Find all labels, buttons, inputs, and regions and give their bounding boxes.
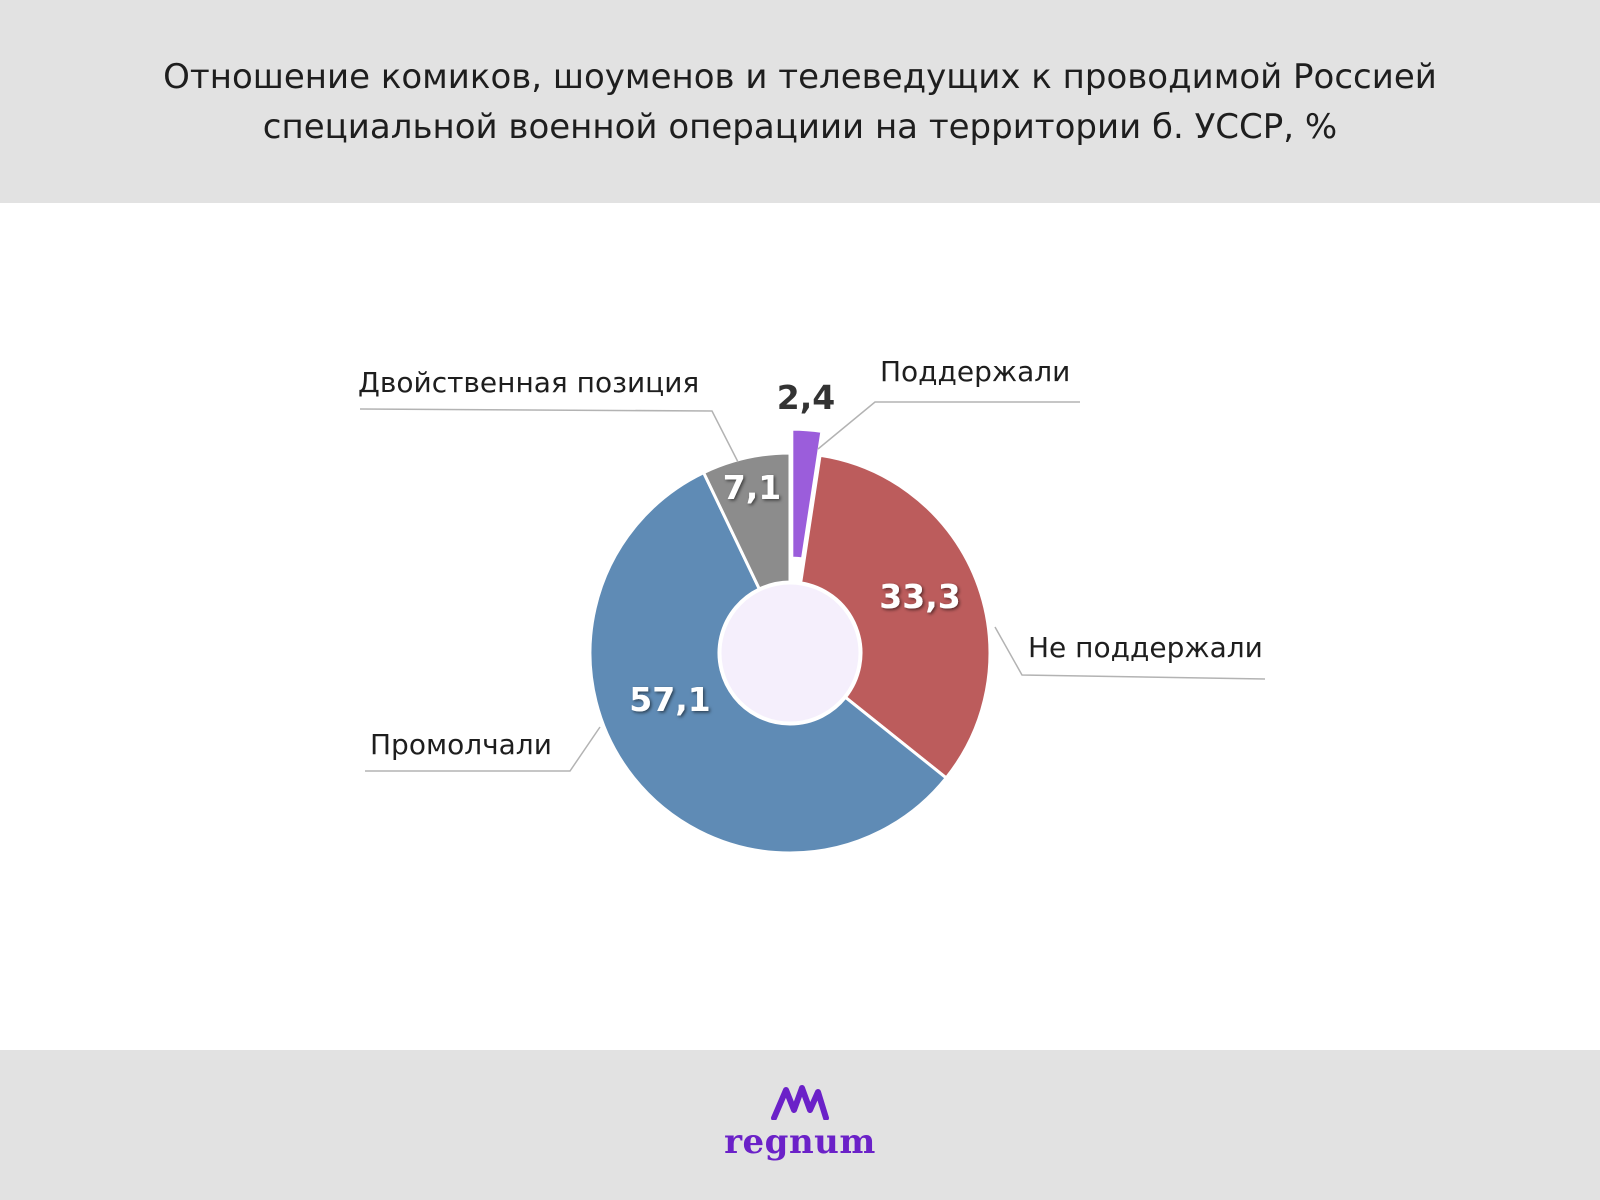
- logo-text: regnum: [724, 1122, 876, 1162]
- category-label-1: Не поддержали: [1028, 631, 1263, 664]
- value-label-0: 2,4: [777, 378, 835, 417]
- leader-line-3: [359, 408, 739, 463]
- regnum-logo: regnum: [700, 1084, 900, 1184]
- chart-area: Поддержали 2,4 Не поддержали 33,3 Промолчали…: [0, 203, 1600, 1050]
- donut-chart: Поддержали 2,4 Не поддержали 33,3 Промолчали…: [358, 355, 1266, 855]
- leader-line-1: [994, 626, 1266, 680]
- value-label-3: 7,1: [723, 468, 781, 507]
- logo-mountain-stroke: [771, 1085, 829, 1120]
- header-band: Отношение комиков, шоуменов и телеведущи…: [0, 0, 1600, 203]
- category-label-3: Двойственная позиция: [358, 366, 699, 399]
- leader-line-2: [365, 726, 601, 772]
- regnum-mountain-logo-icon: [771, 1085, 829, 1120]
- chart-title-line-1: Отношение комиков, шоуменов и телеведущи…: [163, 56, 1437, 97]
- chart-title: Отношение комиков, шоуменов и телеведущи…: [100, 52, 1500, 152]
- leader-line-0: [817, 401, 1080, 450]
- footer-band: regnum: [0, 1050, 1600, 1200]
- donut-hole: [718, 581, 862, 725]
- slice-0: [790, 427, 824, 561]
- category-label-0: Поддержали: [880, 355, 1070, 388]
- value-label-2: 57,1: [629, 680, 710, 719]
- category-label-2: Промолчали: [370, 728, 552, 761]
- value-label-1: 33,3: [879, 577, 960, 616]
- chart-title-line-2: специальной военной операциии на террито…: [262, 106, 1338, 147]
